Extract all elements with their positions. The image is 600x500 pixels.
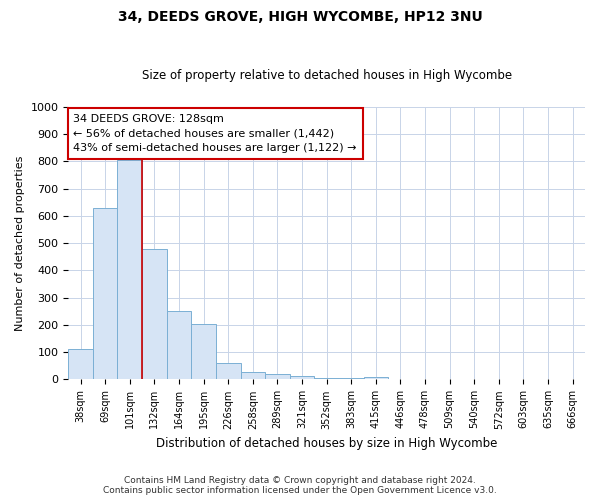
- Bar: [265, 374, 290, 380]
- Text: 34, DEEDS GROVE, HIGH WYCOMBE, HP12 3NU: 34, DEEDS GROVE, HIGH WYCOMBE, HP12 3NU: [118, 10, 482, 24]
- Bar: [191, 324, 216, 380]
- Bar: [364, 376, 388, 380]
- Bar: [93, 208, 118, 380]
- Bar: [118, 160, 142, 380]
- Bar: [167, 312, 191, 380]
- Text: Contains HM Land Registry data © Crown copyright and database right 2024.
Contai: Contains HM Land Registry data © Crown c…: [103, 476, 497, 495]
- Bar: [339, 378, 364, 380]
- Bar: [314, 378, 339, 380]
- Y-axis label: Number of detached properties: Number of detached properties: [15, 156, 25, 331]
- Text: 34 DEEDS GROVE: 128sqm
← 56% of detached houses are smaller (1,442)
43% of semi-: 34 DEEDS GROVE: 128sqm ← 56% of detached…: [73, 114, 357, 153]
- Bar: [142, 248, 167, 380]
- Bar: [241, 372, 265, 380]
- Bar: [290, 376, 314, 380]
- Bar: [68, 350, 93, 380]
- Title: Size of property relative to detached houses in High Wycombe: Size of property relative to detached ho…: [142, 69, 512, 82]
- X-axis label: Distribution of detached houses by size in High Wycombe: Distribution of detached houses by size …: [156, 437, 497, 450]
- Bar: [216, 362, 241, 380]
